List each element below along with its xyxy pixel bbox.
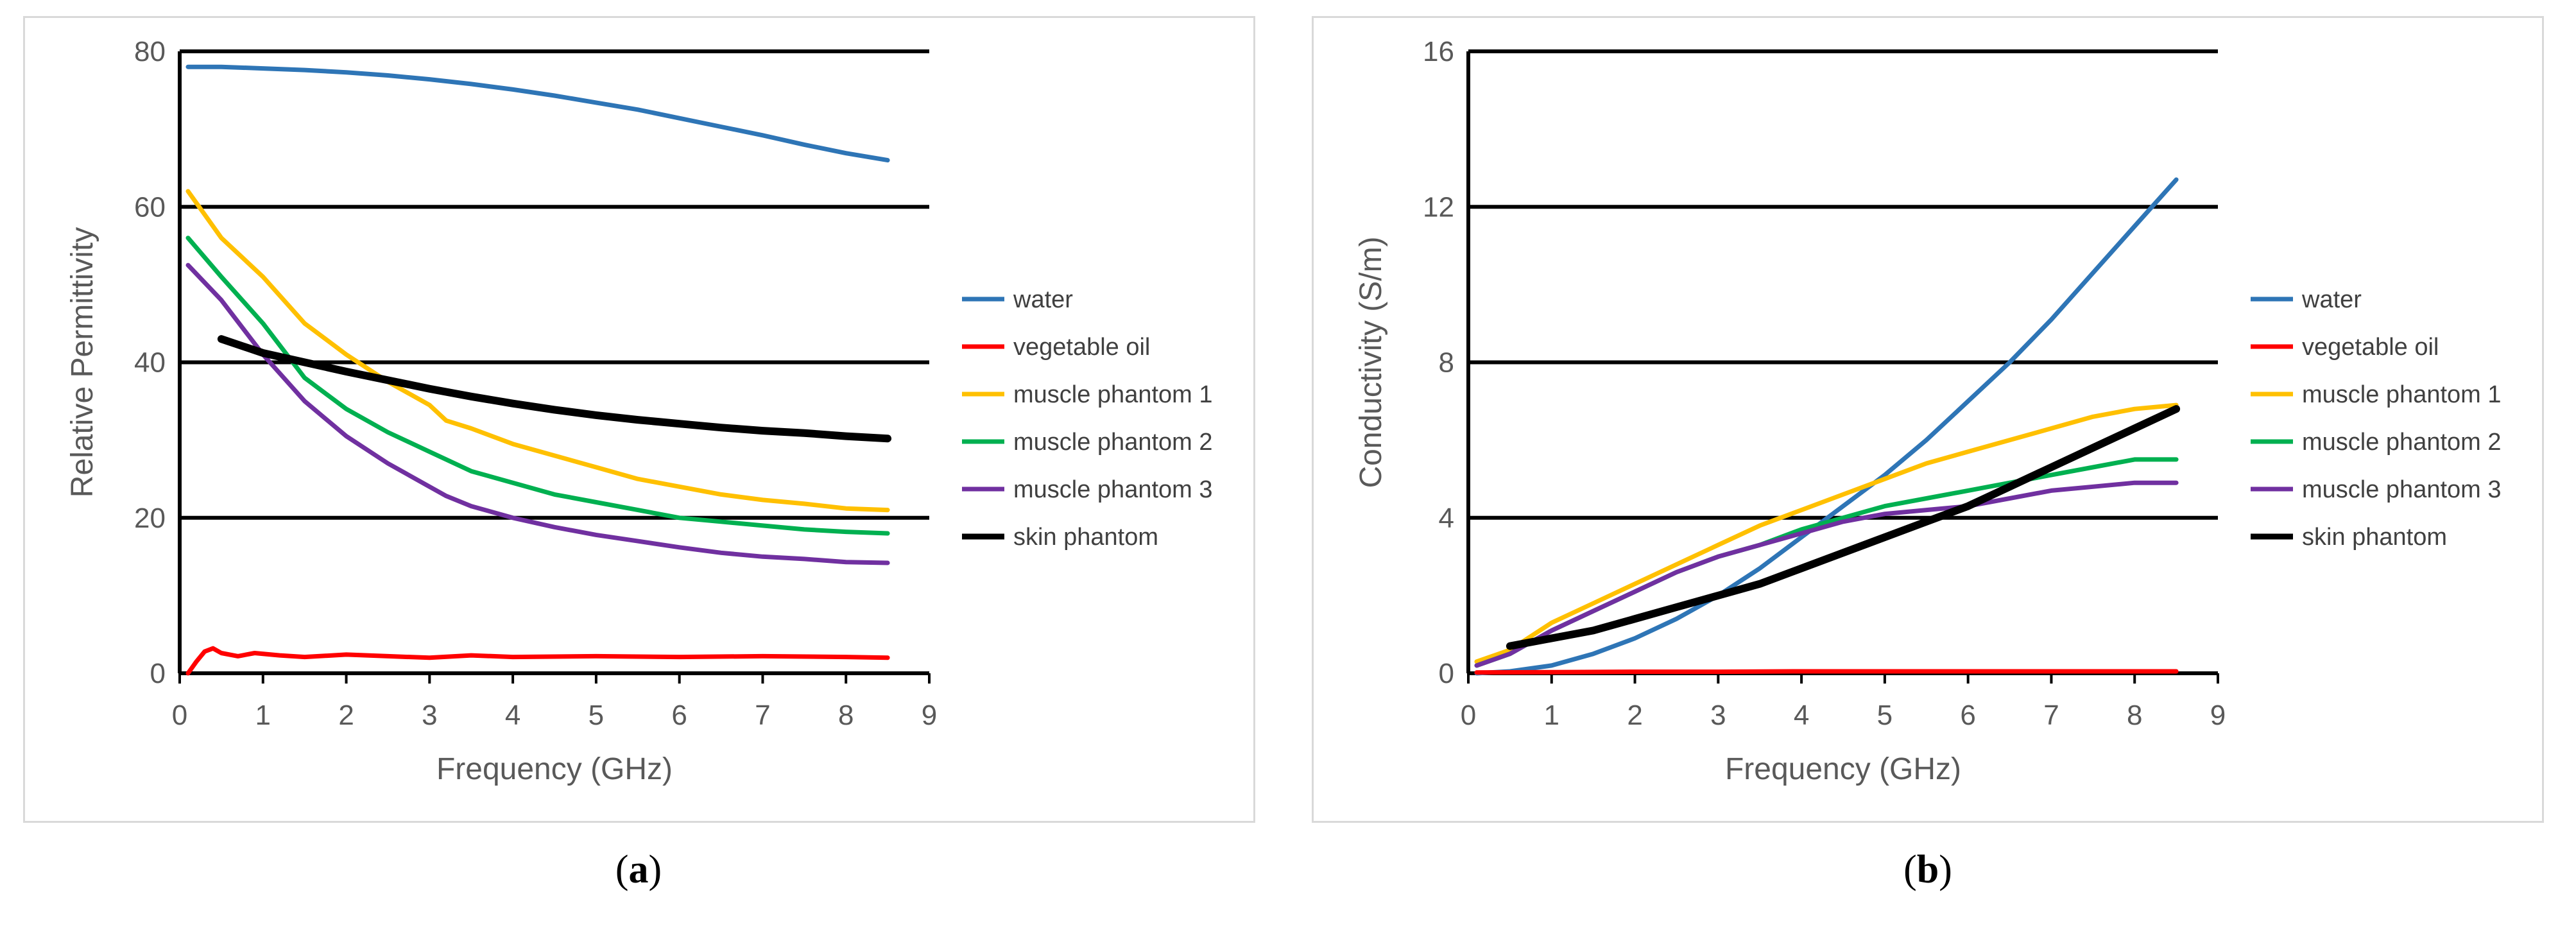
- legend-label: muscle phantom 1: [1013, 381, 1213, 408]
- x-tick-label: 8: [2127, 700, 2142, 731]
- legend-label: skin phantom: [2302, 524, 2447, 551]
- series-line-vegetable-oil: [1474, 669, 2179, 675]
- x-tick-label: 0: [172, 700, 187, 731]
- x-tick-label: 1: [255, 700, 271, 731]
- x-axis-title: Frequency (GHz): [1725, 752, 1961, 786]
- y-tick-label: 40: [134, 347, 166, 379]
- y-tick-label: 4: [1439, 503, 1454, 534]
- y-tick-label: 12: [1423, 191, 1454, 223]
- y-tick-label: 60: [134, 191, 166, 223]
- x-tick-label: 5: [1877, 700, 1893, 731]
- legend-label: muscle phantom 2: [2302, 429, 2502, 456]
- x-tick-label: 6: [1960, 700, 1975, 731]
- y-tick-label: 8: [1439, 347, 1454, 379]
- series-line-water: [1474, 177, 2179, 676]
- relative-permittivity-chart: 0 20 40 60 80 0 1 2 3 4 5 6 7 8 9 Frequency (GHz) Relati…: [65, 36, 1213, 786]
- x-axis-title: Frequency (GHz): [436, 752, 673, 786]
- y-axis-title: Conductivity (S/m): [1354, 236, 1388, 488]
- series-line-water: [185, 64, 890, 163]
- x-tick-label: 4: [1794, 700, 1809, 731]
- legend-label: muscle phantom 1: [2302, 381, 2502, 408]
- x-tick-label: 0: [1461, 700, 1476, 731]
- x-tick-label: 8: [838, 700, 854, 731]
- x-tick-label: 3: [1710, 700, 1726, 731]
- y-axis-title: Relative Permittivity: [65, 227, 99, 497]
- legend-label: vegetable oil: [2302, 334, 2439, 361]
- x-tick-label: 7: [755, 700, 770, 731]
- legend-label: muscle phantom 2: [1013, 429, 1213, 456]
- chart-panel-a: 0 20 40 60 80 0 1 2 3 4 5 6 7 8 9 Frequency (GHz) Relati…: [23, 16, 1255, 823]
- series-line-vegetable-oil: [185, 646, 890, 676]
- legend-label: vegetable oil: [1013, 334, 1150, 361]
- y-tick-label: 80: [134, 36, 166, 67]
- x-tick-label: 9: [2210, 700, 2226, 731]
- legend-label: muscle phantom 3: [2302, 476, 2502, 503]
- chart-panel-b: 0 4 8 12 16 0 1 2 3 4 5 6 7 8 9 Frequency (GHz) Conducti…: [1312, 16, 2544, 823]
- series-line-muscle-phantom-3: [185, 263, 890, 565]
- legend-label: water: [2301, 286, 2362, 313]
- series-line-muscle-phantom-3: [1474, 480, 2179, 668]
- series-line-muscle-phantom-2: [185, 236, 890, 536]
- x-tick-label: 1: [1544, 700, 1559, 731]
- series-line-muscle-phantom-1: [185, 189, 890, 513]
- y-tick-label: 0: [1439, 658, 1454, 689]
- series-line-skin-phantom: [217, 335, 892, 443]
- y-tick-label: 0: [150, 658, 166, 689]
- x-tick-label: 3: [422, 700, 437, 731]
- x-tick-label: 5: [588, 700, 604, 731]
- legend-label: muscle phantom 3: [1013, 476, 1213, 503]
- y-tick-label: 16: [1423, 36, 1454, 67]
- legend-label: water: [1013, 286, 1073, 313]
- series-line-muscle-phantom-1: [1474, 402, 2179, 664]
- x-tick-label: 2: [1627, 700, 1642, 731]
- y-tick-label: 20: [134, 503, 166, 534]
- caption-a: (a): [615, 848, 662, 891]
- caption-b: (b): [1903, 848, 1952, 891]
- x-tick-label: 2: [338, 700, 354, 731]
- x-tick-label: 6: [671, 700, 687, 731]
- series-line-skin-phantom: [1506, 405, 2181, 650]
- x-tick-label: 7: [2043, 700, 2059, 731]
- x-tick-label: 9: [922, 700, 937, 731]
- x-tick-label: 4: [505, 700, 520, 731]
- legend-label: skin phantom: [1013, 524, 1158, 551]
